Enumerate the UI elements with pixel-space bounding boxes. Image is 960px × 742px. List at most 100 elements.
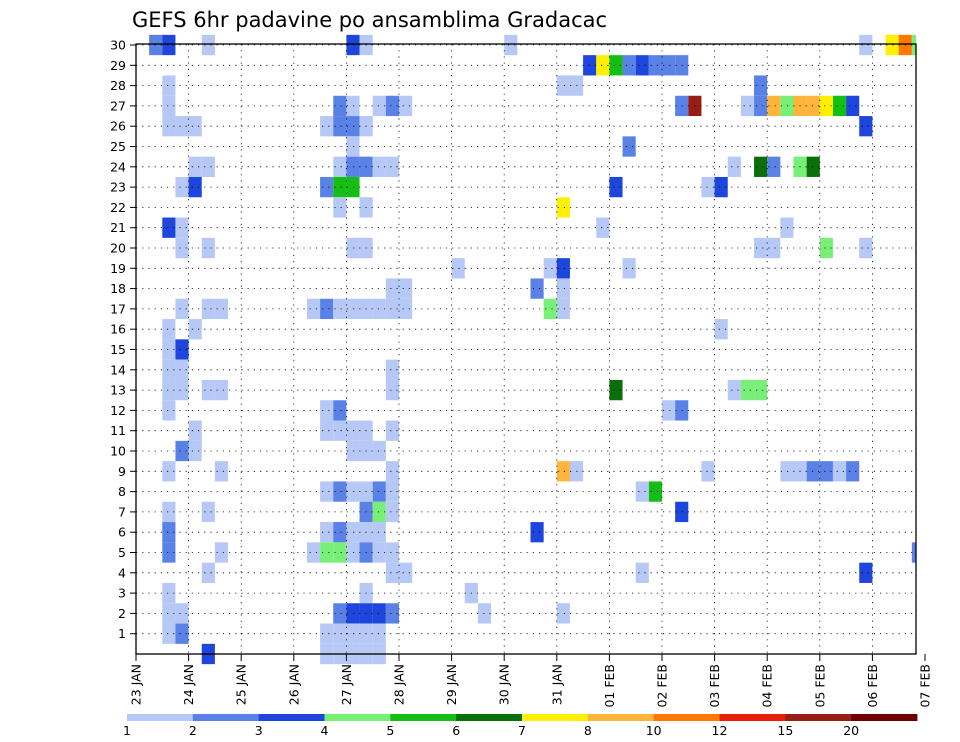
heatmap-cell bbox=[556, 197, 570, 218]
y-tick-label: 15 bbox=[110, 342, 126, 357]
heatmap-cell bbox=[162, 461, 176, 482]
heatmap-cell bbox=[846, 95, 860, 117]
heatmap-cell bbox=[320, 298, 334, 320]
colorbar-swatch bbox=[587, 714, 655, 721]
heatmap-cell bbox=[162, 116, 176, 137]
heatmap-cell bbox=[780, 217, 794, 238]
y-tick-label: 28 bbox=[110, 78, 126, 93]
x-tick-label: 05 FEB bbox=[812, 664, 827, 708]
heatmap-cell bbox=[385, 420, 399, 441]
heatmap-cell bbox=[530, 278, 544, 299]
heatmap-cell bbox=[385, 542, 399, 563]
x-tick-label: 23 JAN bbox=[129, 664, 144, 705]
y-tick-label: 21 bbox=[110, 220, 126, 235]
heatmap-cell bbox=[385, 156, 399, 177]
heatmap-cell bbox=[609, 176, 623, 198]
heatmap-cell bbox=[385, 359, 399, 380]
heatmap-cell bbox=[372, 298, 386, 320]
heatmap-cell bbox=[346, 420, 360, 441]
heatmap-cell bbox=[162, 75, 176, 96]
heatmap-cell bbox=[727, 156, 741, 177]
heatmap-cell bbox=[556, 258, 570, 279]
heatmap-cell bbox=[885, 34, 899, 56]
heatmap-cell bbox=[175, 359, 189, 380]
heatmap-cell bbox=[346, 623, 360, 644]
heatmap-cell bbox=[754, 95, 768, 117]
colorbar-swatch bbox=[127, 714, 194, 721]
heatmap-cell bbox=[175, 603, 189, 624]
heatmap-cell bbox=[385, 603, 399, 624]
heatmap-cell bbox=[346, 603, 360, 624]
x-tick-label: 07 FEB bbox=[918, 664, 933, 708]
heatmap-cell bbox=[727, 379, 741, 401]
heatmap-cell bbox=[385, 278, 399, 299]
y-tick-label: 9 bbox=[118, 464, 126, 479]
heatmap-cell bbox=[201, 562, 215, 583]
x-tick-label: 30 JAN bbox=[497, 664, 512, 705]
heatmap-cell bbox=[333, 176, 347, 198]
heatmap-cell bbox=[806, 156, 820, 177]
heatmap-cell bbox=[819, 461, 833, 482]
y-tick-label: 8 bbox=[118, 484, 126, 499]
heatmap-cell bbox=[859, 116, 873, 137]
heatmap-cell bbox=[175, 237, 189, 259]
heatmap-cell bbox=[346, 176, 360, 198]
heatmap-cell bbox=[188, 319, 202, 340]
heatmap-cell bbox=[635, 481, 649, 502]
colorbar-label: 6 bbox=[452, 723, 460, 738]
heatmap-cell bbox=[372, 156, 386, 177]
colorbar-swatch bbox=[851, 714, 918, 721]
heatmap-cell bbox=[635, 562, 649, 583]
heatmap-cell bbox=[333, 156, 347, 177]
colorbar-swatch bbox=[719, 714, 786, 721]
heatmap-cell bbox=[346, 481, 360, 502]
y-tick-label: 18 bbox=[110, 281, 126, 296]
y-tick-label: 4 bbox=[118, 565, 126, 580]
heatmap-cell bbox=[346, 440, 360, 462]
heatmap-cell bbox=[306, 298, 321, 320]
heatmap-cell bbox=[622, 258, 636, 279]
heatmap-cell bbox=[214, 298, 229, 320]
heatmap-cell bbox=[451, 258, 465, 279]
heatmap-cell bbox=[175, 623, 189, 644]
heatmap-cell bbox=[754, 379, 768, 401]
colorbar-swatch bbox=[522, 714, 589, 721]
x-tick-label: 01 FEB bbox=[602, 664, 617, 708]
y-tick-label: 2 bbox=[118, 606, 126, 621]
heatmap-cell bbox=[399, 298, 413, 320]
x-tick-label: 31 JAN bbox=[549, 664, 564, 705]
colorbar-label: 1 bbox=[123, 723, 131, 738]
y-tick-label: 30 bbox=[110, 38, 126, 53]
heatmap-cell bbox=[819, 95, 833, 117]
heatmap-cell bbox=[346, 95, 360, 117]
heatmap-cell bbox=[767, 95, 781, 117]
heatmap-cell bbox=[767, 237, 781, 259]
heatmap-cell bbox=[399, 95, 413, 117]
heatmap-cell bbox=[201, 237, 215, 259]
heatmap-cell bbox=[201, 379, 215, 401]
heatmap-cell bbox=[175, 339, 189, 360]
heatmap-cell bbox=[556, 75, 570, 96]
heatmap-cell bbox=[214, 542, 229, 563]
heatmap-cells bbox=[149, 34, 916, 665]
heatmap-cell bbox=[372, 522, 386, 543]
heatmap-cell bbox=[188, 440, 202, 462]
y-tick-label: 24 bbox=[110, 159, 126, 174]
heatmap-cell bbox=[385, 501, 399, 523]
heatmap-cell bbox=[162, 34, 176, 56]
heatmap-cell bbox=[175, 298, 189, 320]
x-tick-label: 25 JAN bbox=[234, 664, 249, 705]
heatmap-cell bbox=[740, 95, 755, 117]
heatmap-cell bbox=[320, 623, 334, 644]
heatmap-cell bbox=[609, 55, 623, 76]
heatmap-cell bbox=[162, 319, 176, 340]
heatmap-cell bbox=[175, 379, 189, 401]
heatmap-cell bbox=[162, 582, 176, 604]
heatmap-cell bbox=[162, 217, 176, 238]
y-tick-label: 6 bbox=[118, 525, 126, 540]
heatmap-cell bbox=[346, 542, 360, 563]
heatmap-cell bbox=[162, 359, 176, 380]
grid-lines bbox=[136, 44, 916, 654]
heatmap-cell bbox=[543, 258, 557, 279]
